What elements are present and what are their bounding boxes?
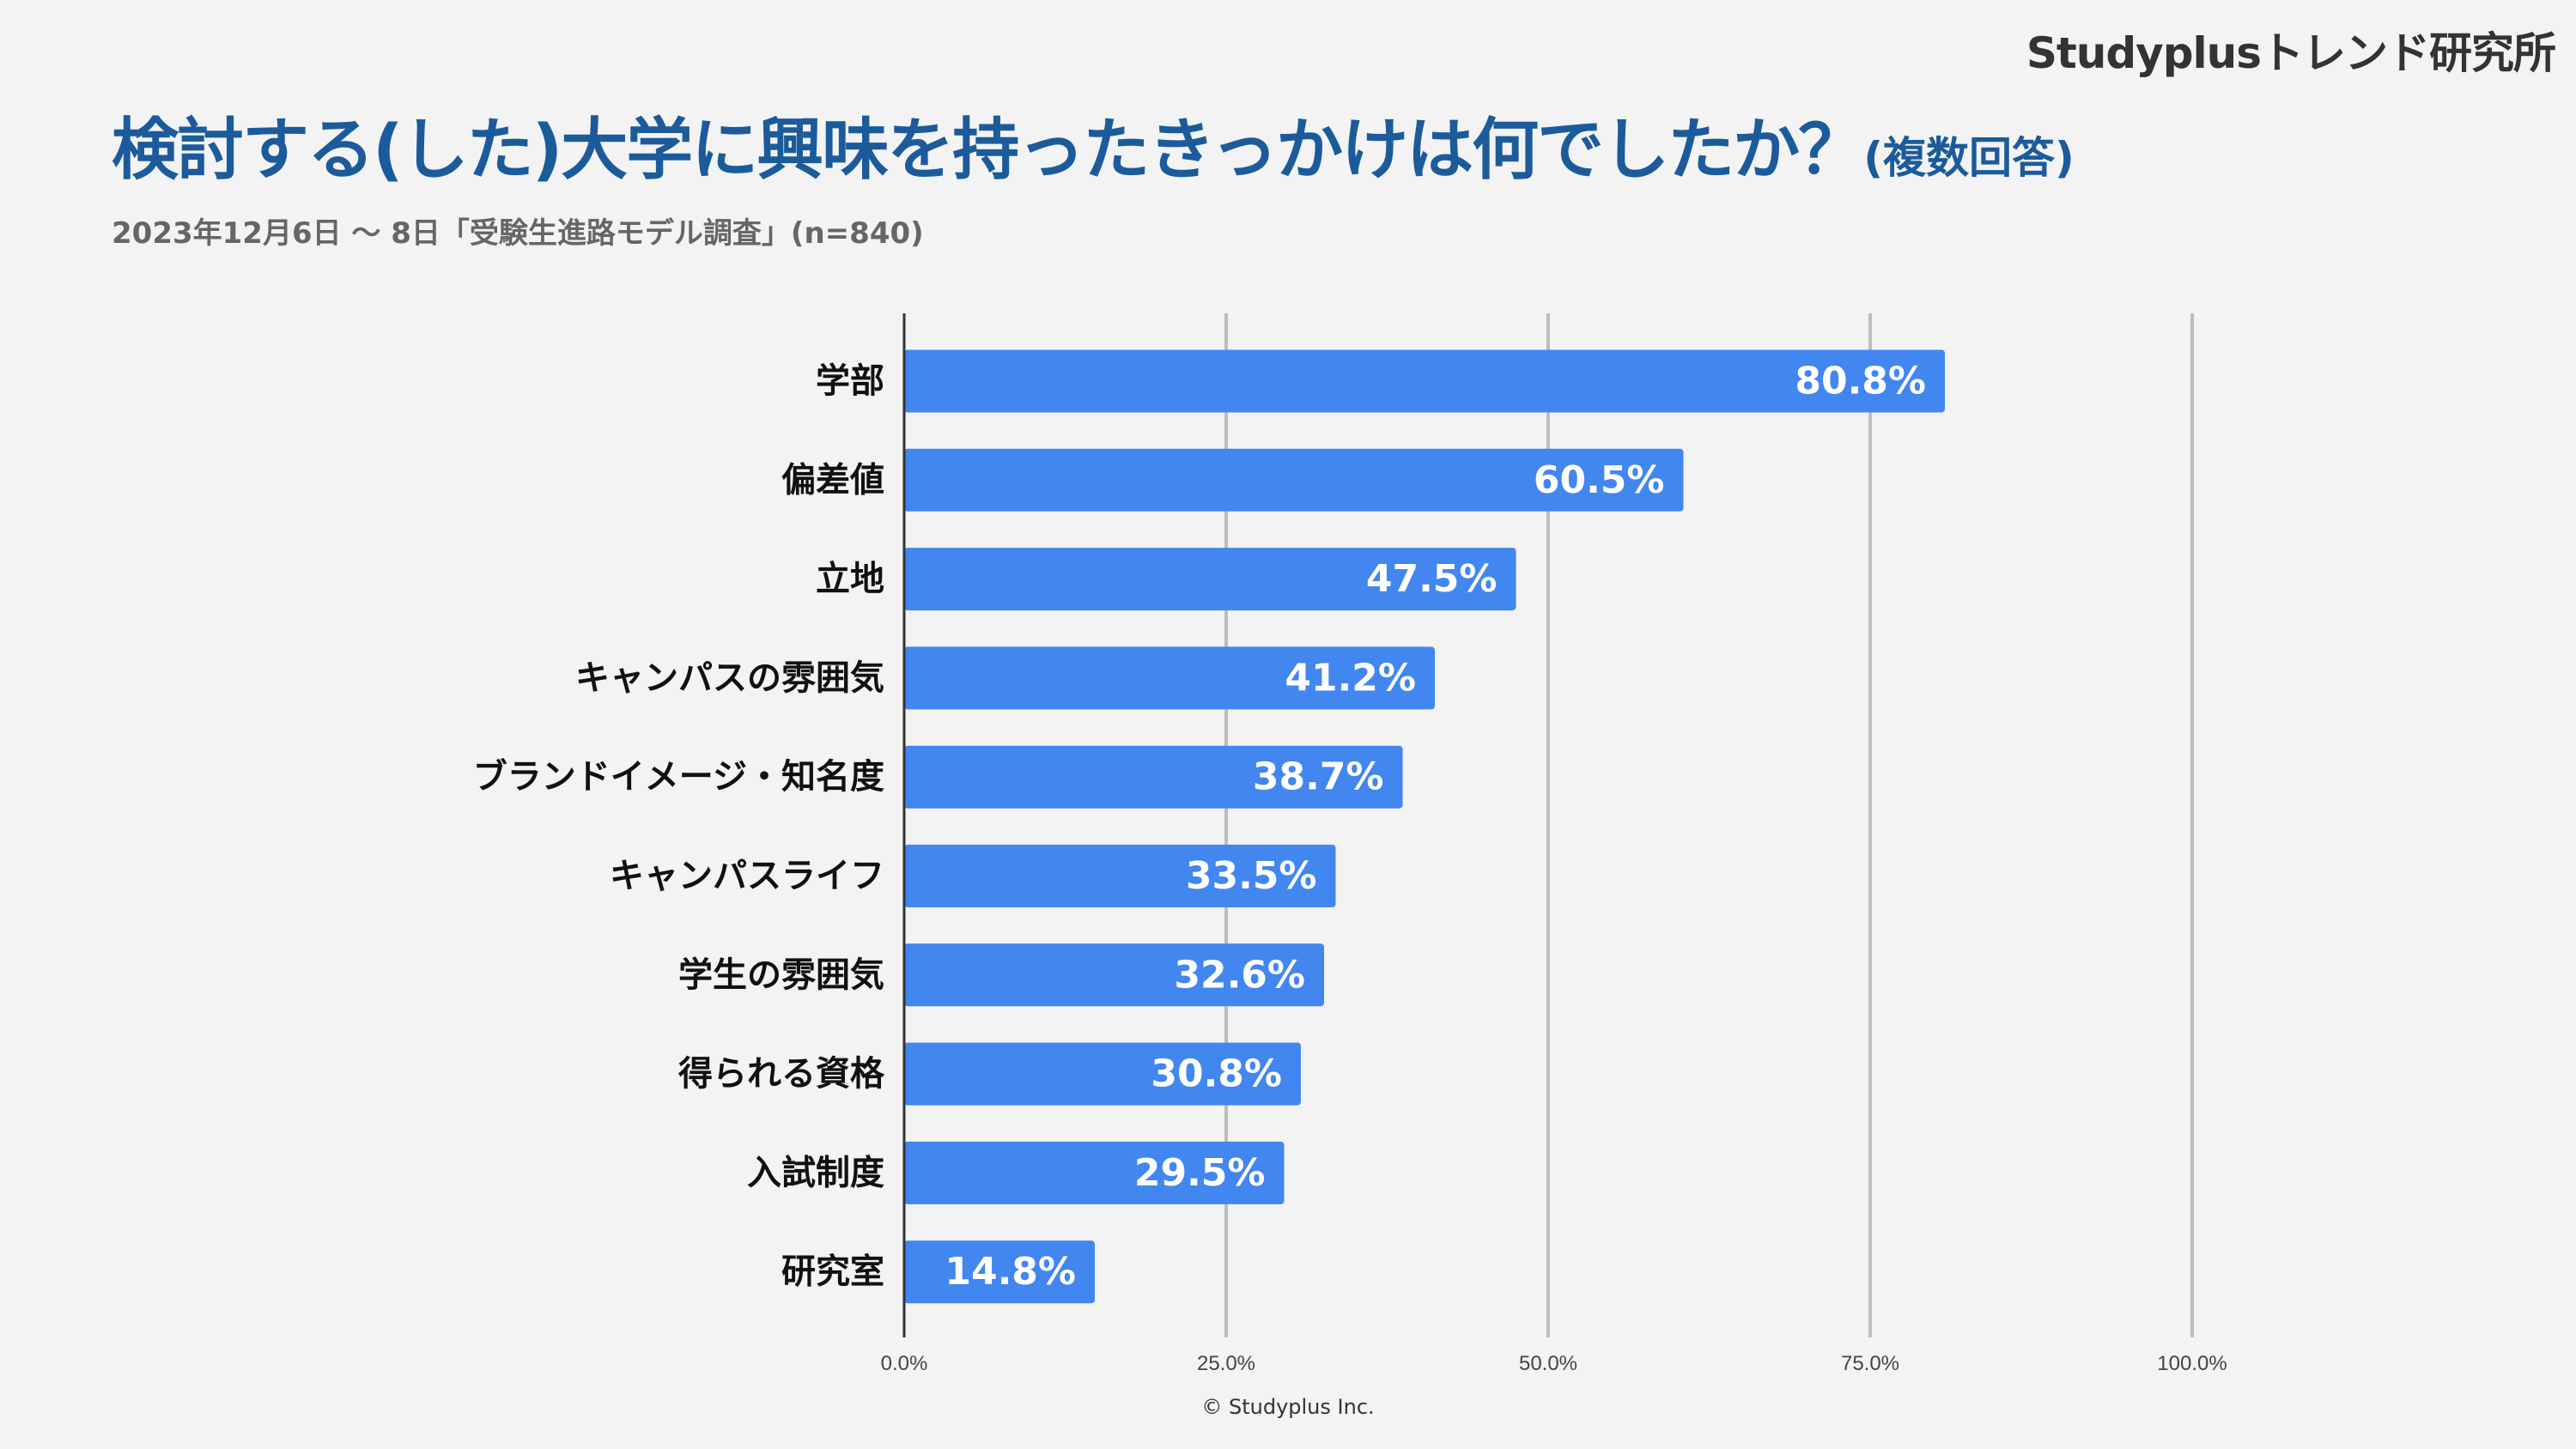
category-label: 入試制度 <box>747 1153 884 1192</box>
category-label: 得られる資格 <box>678 1054 885 1094</box>
bar <box>904 548 1516 611</box>
bar <box>904 1042 1301 1106</box>
copyright: © Studyplus Inc. <box>1201 1395 1375 1419</box>
data-label: 47.5% <box>1366 557 1498 601</box>
bar <box>904 646 1435 710</box>
bar <box>904 943 1324 1007</box>
x-tick-label: 50.0% <box>1519 1352 1577 1375</box>
x-tick-label: 0.0% <box>881 1352 928 1375</box>
data-label: 29.5% <box>1134 1151 1266 1195</box>
data-label: 80.8% <box>1795 360 1926 403</box>
bar <box>904 845 1336 907</box>
bar <box>904 448 1684 512</box>
survey-subtitle: 2023年12月6日 〜 8日「受験生進路モデル調査」(n=840) <box>112 216 924 251</box>
category-label: キャンパスライフ <box>610 857 884 896</box>
category-label: ブランドイメージ・知名度 <box>473 757 884 797</box>
bar <box>904 745 1403 809</box>
x-tick-label: 25.0% <box>1197 1352 1255 1375</box>
data-label: 41.2% <box>1285 656 1416 700</box>
data-label: 30.8% <box>1151 1052 1282 1096</box>
category-label: 偏差値 <box>781 460 884 500</box>
data-label: 38.7% <box>1253 755 1384 799</box>
category-label: 立地 <box>816 560 884 599</box>
category-label: 学部 <box>816 361 884 401</box>
category-label: キャンパスの雰囲気 <box>575 658 884 698</box>
data-label: 60.5% <box>1534 458 1665 502</box>
category-label: 学生の雰囲気 <box>678 955 884 995</box>
data-label: 33.5% <box>1186 854 1317 898</box>
title-text: 検討する(した)大学に興味を持ったきっかけは何でしたか？ <box>112 112 1865 189</box>
bar <box>904 349 1945 413</box>
brand-logo: Studyplusトレンド研究所 <box>2026 28 2556 78</box>
x-tick-label: 100.0% <box>2157 1352 2227 1375</box>
x-tick-label: 75.0% <box>1841 1352 1899 1375</box>
bar <box>904 1141 1285 1204</box>
category-label: 研究室 <box>781 1252 884 1292</box>
page-title: 検討する(した)大学に興味を持ったきっかけは何でしたか？(複数回答) <box>112 96 2075 192</box>
bar <box>904 1240 1095 1304</box>
data-label: 14.8% <box>945 1250 1076 1294</box>
title-note: (複数回答) <box>1863 133 2075 183</box>
data-label: 32.6% <box>1174 953 1305 997</box>
